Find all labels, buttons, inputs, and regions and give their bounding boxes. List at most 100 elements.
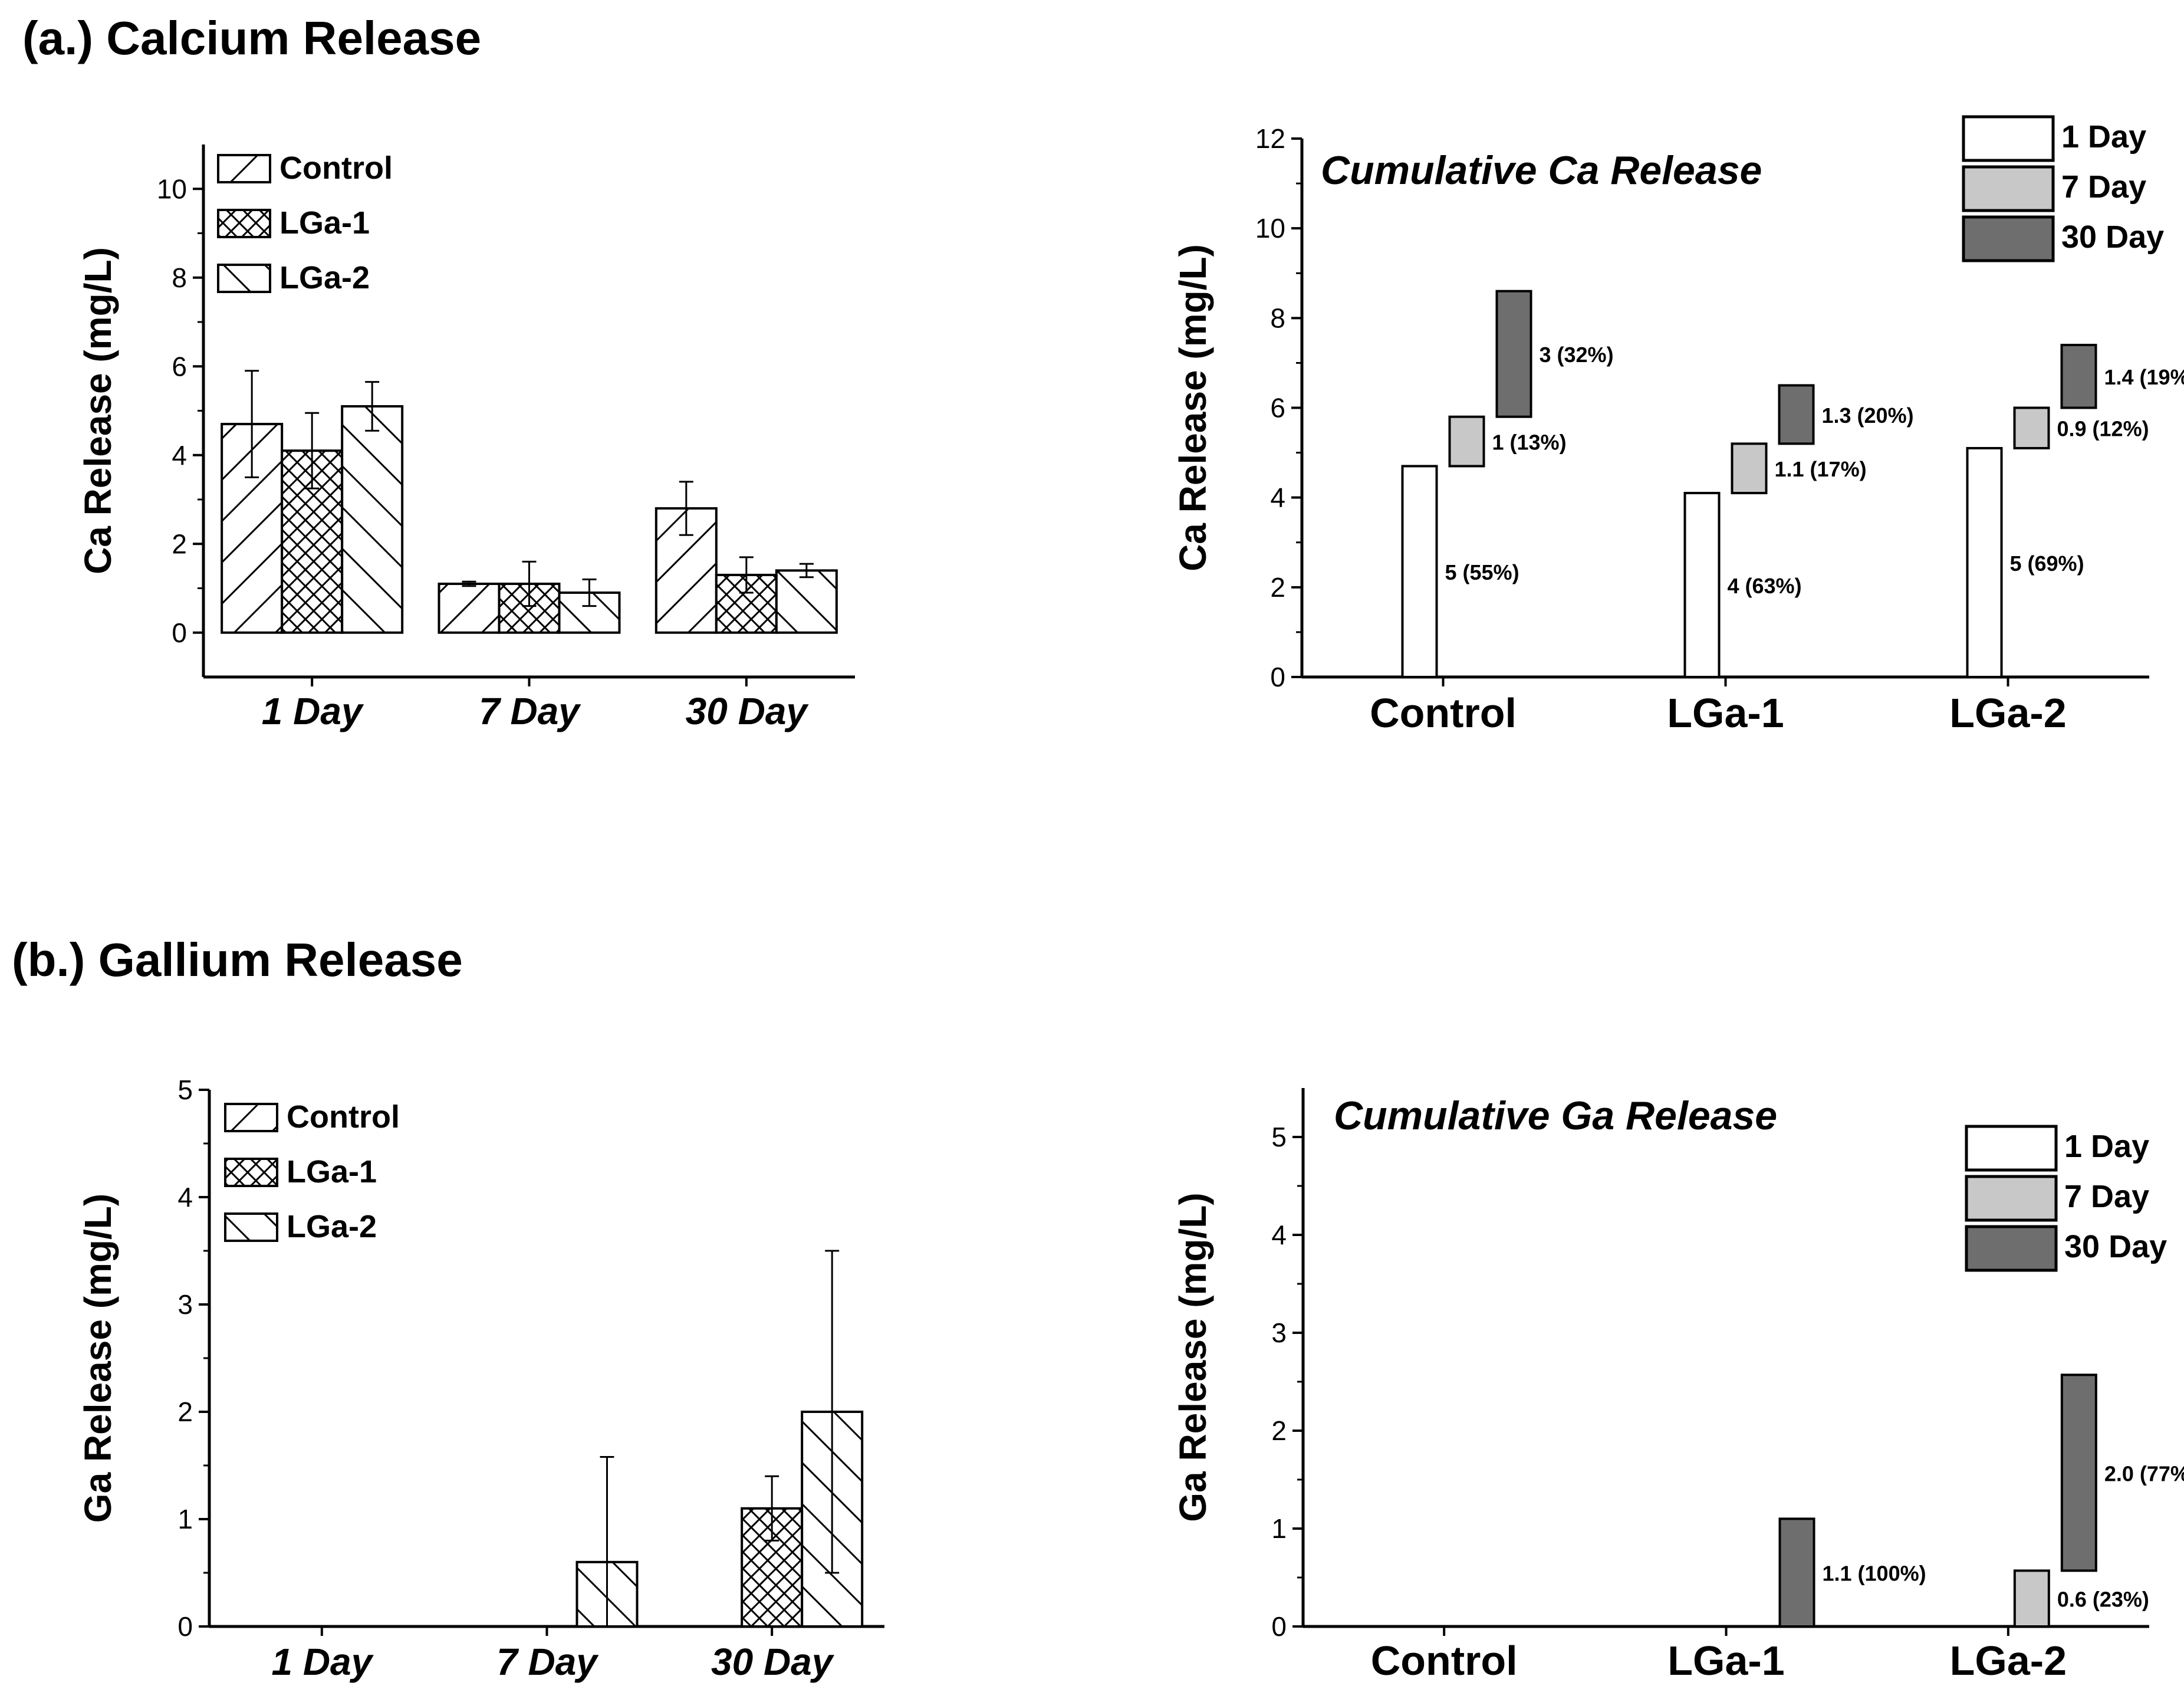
floating-bar-7day [2013,1569,2050,1628]
floating-bar-7day [1448,415,1485,468]
y-tick-label: 2 [1271,1415,1287,1446]
legend-label: 7 Day [2061,169,2146,205]
legend-swatch-control [224,1103,278,1132]
legend-swatch-lga-1 [217,209,271,238]
y-tick-label: 5 [177,1074,193,1105]
bar-data-label: 1 (13%) [1492,430,1567,455]
legend-swatch-lga-2 [217,264,271,293]
y-axis-label: Ga Release (mg/L) [1172,1192,1214,1521]
y-tick-label: 2 [177,1396,193,1427]
x-category-label: LGa-2 [1949,690,2066,736]
legend-label: LGa-1 [287,1154,377,1189]
x-category-label: 7 Day [479,690,581,732]
floating-bar-30day [1495,290,1532,418]
bar-data-label: 1.1 (17%) [1775,457,1867,481]
bar-data-label: 0.6 (23%) [2057,1588,2149,1612]
chart-title: Cumulative Ga Release [1334,1093,1777,1138]
bar-data-label: 1.1 (100%) [1823,1562,1926,1586]
y-tick-label: 4 [177,1182,193,1212]
bar-data-label: 5 (69%) [2010,551,2084,576]
y-tick-label: 6 [1270,393,1285,423]
floating-bar-1day [1401,465,1438,678]
x-category-label: LGa-1 [1667,690,1784,736]
legend-label: 1 Day [2064,1129,2149,1164]
floating-bar-30day [2060,343,2097,409]
y-tick-label: 0 [172,617,187,648]
y-tick-label: 0 [177,1611,193,1642]
y-tick-label: 1 [1271,1513,1287,1544]
y-axis-label: Ga Release (mg/L) [77,1194,119,1523]
legend-swatch-1day [1965,1125,2058,1172]
legend-label: 1 Day [2061,119,2146,155]
y-tick-label: 4 [1271,1220,1287,1250]
legend-label: LGa-2 [279,260,370,295]
legend-label: 30 Day [2064,1229,2167,1264]
y-tick-label: 12 [1255,123,1285,154]
floating-bar-1day [1966,446,2003,678]
bar-data-label: 2.0 (77%) [2104,1461,2184,1486]
x-category-label: LGa-1 [1667,1638,1784,1684]
bar-lga-2-30day [775,569,838,634]
legend-swatch-lga-2 [224,1212,278,1242]
y-tick-label: 10 [157,173,187,204]
x-category-label: 30 Day [686,690,810,732]
floating-bar-30day [1778,384,1815,445]
floating-bar-1day [1683,492,1721,679]
y-tick-label: 0 [1270,662,1285,692]
floating-bar-30day [1778,1517,1815,1628]
bar-control-7day [438,582,501,634]
legend-swatch-7day [1965,1175,2058,1222]
legend-swatch-lga-1 [224,1158,278,1187]
floating-bar-7day [1731,442,1768,495]
legend-label: Control [287,1099,400,1135]
legend-label: 30 Day [2061,219,2164,255]
y-tick-label: 4 [172,440,187,471]
chart-ca-bar: 0 2 4 6 8 10 Ca Release (mg/L) 1 Day 7 Day 30 Day… [77,144,855,732]
y-tick-label: 2 [1270,572,1285,603]
bar-lga-2-1day [341,405,404,634]
legend-swatch-30day [1965,1225,2058,1272]
legend-label: LGa-1 [279,205,370,241]
floating-bar-7day [2013,406,2050,449]
section-title-a: (a.) Calcium Release [22,12,481,64]
y-tick-label: 8 [1270,303,1285,333]
y-tick-label: 10 [1255,213,1285,244]
x-category-label: 1 Day [271,1641,374,1683]
y-tick-label: 5 [1271,1122,1287,1152]
floating-bar-30day [2060,1373,2097,1572]
legend-label: Control [279,150,393,186]
y-tick-label: 0 [1271,1611,1287,1642]
x-category-label: 7 Day [496,1641,599,1683]
legend-label: 7 Day [2064,1179,2149,1214]
chart-ca-cumulative: 0 2 4 6 8 10 12 Ca Release (mg/L) Control LGa-1 LG… [1172,115,2184,736]
y-tick-label: 8 [172,262,187,293]
y-tick-label: 3 [1271,1317,1287,1348]
legend-swatch-30day [1962,215,2055,262]
chart-ga-cumulative: 0 1 2 3 4 5 Ga Release (mg/L) Control LGa-1 LGa-2… [1172,1088,2184,1684]
legend-swatch-control [217,154,271,183]
legend-swatch-7day [1962,165,2055,212]
x-category-label: LGa-2 [1950,1638,2067,1684]
bar-data-label: 0.9 (12%) [2057,417,2149,441]
bar-data-label: 1.3 (20%) [1822,403,1914,428]
x-category-label: 30 Day [711,1641,835,1683]
bar-data-label: 4 (63%) [1728,574,1802,598]
bar-data-label: 3 (32%) [1540,343,1614,367]
chart-ga-bar: 0 1 2 3 4 5 Ga Release (mg/L) 1 Day 7 Day 30 Day C… [77,1074,884,1683]
section-title-b: (b.) Gallium Release [12,934,463,986]
bar-data-label: 5 (55%) [1445,560,1519,584]
bar-control-1day [221,423,284,634]
legend-label: LGa-2 [287,1209,377,1244]
x-category-label: Control [1371,1638,1518,1684]
bar-data-label: 1.4 (19%) [2104,365,2184,389]
y-tick-label: 6 [172,351,187,382]
x-category-label: Control [1370,690,1517,736]
chart-title: Cumulative Ca Release [1321,148,1762,193]
x-category-label: 1 Day [262,690,364,732]
y-tick-label: 3 [177,1289,193,1320]
legend-swatch-1day [1962,115,2055,162]
y-tick-label: 2 [172,528,187,559]
y-tick-label: 1 [177,1504,193,1534]
y-axis-label: Ca Release (mg/L) [77,247,119,574]
